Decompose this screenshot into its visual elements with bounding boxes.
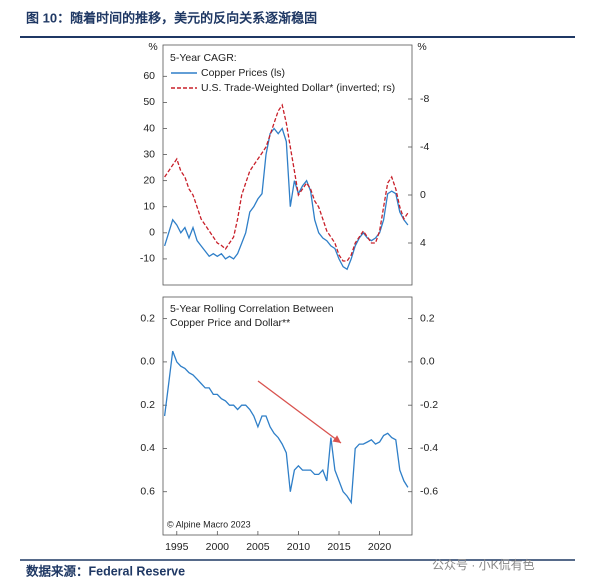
legend-label: U.S. Trade-Weighted Dollar* (inverted; r… [201,82,395,94]
y2-tick-label: 0.0 [420,356,435,368]
y-tick-label: 40 [143,122,155,134]
plot-frame [162,44,413,286]
y2-unit: % [417,41,426,53]
y2-tick-label: -0.6 [420,486,438,498]
x-tick-label: 2000 [206,541,230,553]
y2-tick-label: -4 [420,141,429,153]
series-line [163,350,409,505]
watermark: 公众号 · 小K侃有色 [432,558,535,572]
y-tick-label: 50 [143,96,155,108]
y-tick-label: 0.2 [140,312,155,324]
annotation: © Alpine Macro 2023 [167,519,251,529]
x-tick-label: 2010 [287,541,311,553]
legend-label: Copper Prices (ls) [201,67,285,79]
series-line [164,103,409,262]
trend-arrow [257,380,342,444]
y-tick-label: -10 [140,253,155,265]
y2-tick-label: -0.4 [420,442,438,454]
y2-tick-label: -8 [420,93,429,105]
y2-tick-label: 4 [420,237,426,249]
y-tick-label: 0.6 [140,486,155,498]
y-tick-label: 0.0 [140,356,155,368]
y-tick-label: 0.2 [140,399,155,411]
x-tick-label: 2020 [368,541,392,553]
panel-title: 5-Year Rolling Correlation Between [170,303,334,315]
y-tick-label: 30 [143,148,155,160]
y-tick-label: 0.4 [140,442,155,454]
y-tick-label: 20 [143,174,155,186]
y-unit: % [148,41,157,53]
y2-tick-label: -0.2 [420,399,438,411]
plot-frame [162,296,413,536]
x-tick-label: 1995 [165,541,189,553]
y2-tick-label: 0.2 [420,312,435,324]
x-tick-label: 2005 [246,541,270,553]
figure-title: 图 10：随着时间的推移，美元的反向关系逐渐稳固 [26,10,317,25]
panel-title: 5-Year CAGR: [170,52,237,64]
series-line [163,127,409,271]
panel-title: Copper Price and Dollar** [170,317,290,329]
y-tick-label: 10 [143,201,155,213]
x-tick-label: 2015 [327,541,351,553]
source: 数据来源：Federal Reserve [25,563,185,578]
y2-tick-label: 0 [420,189,426,201]
y-tick-label: 60 [143,70,155,82]
y-tick-label: 0 [149,227,155,239]
